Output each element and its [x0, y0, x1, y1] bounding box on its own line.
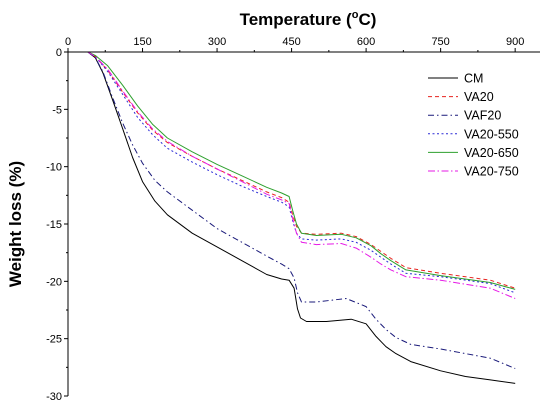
- legend-label-va20-750: VA20-750: [464, 165, 519, 179]
- y-tick-label: -15: [46, 219, 62, 231]
- x-tick-label: 900: [506, 36, 524, 48]
- series-line-cm: [87, 51, 516, 384]
- series-line-va20-550: [87, 51, 516, 294]
- x-tick-label: 450: [282, 36, 300, 48]
- series-line-va20-750: [87, 51, 516, 299]
- legend-label-va20: VA20: [464, 90, 494, 104]
- series-line-vaf20: [87, 51, 516, 369]
- legend-label-va20-650: VA20-650: [464, 146, 519, 160]
- y-tick-label: -10: [46, 162, 62, 174]
- x-tick-label: 0: [65, 36, 71, 48]
- y-tick-label: -5: [52, 104, 62, 116]
- legend-label-va20-550: VA20-550: [464, 127, 519, 141]
- legend-label-cm: CM: [464, 72, 483, 86]
- series-line-va20-650: [87, 51, 516, 290]
- y-tick-label: 0: [56, 47, 62, 59]
- x-tick-label: 750: [431, 36, 449, 48]
- y-tick-label: -25: [46, 334, 62, 346]
- y-tick-label: -30: [46, 391, 62, 403]
- series-line-va20: [87, 51, 516, 289]
- y-tick-label: -20: [46, 276, 62, 288]
- legend: CM VA20 VAF20 VA20-550 VA20-650 VA20-750: [428, 72, 519, 179]
- x-axis-title: Temperature (oC): [240, 9, 377, 29]
- x-tick-label: 150: [133, 36, 151, 48]
- x-tick-label: 600: [357, 36, 375, 48]
- y-axis-title: Weight loss (%): [6, 161, 25, 287]
- legend-label-vaf20: VAF20: [464, 109, 501, 123]
- x-tick-label: 300: [208, 36, 226, 48]
